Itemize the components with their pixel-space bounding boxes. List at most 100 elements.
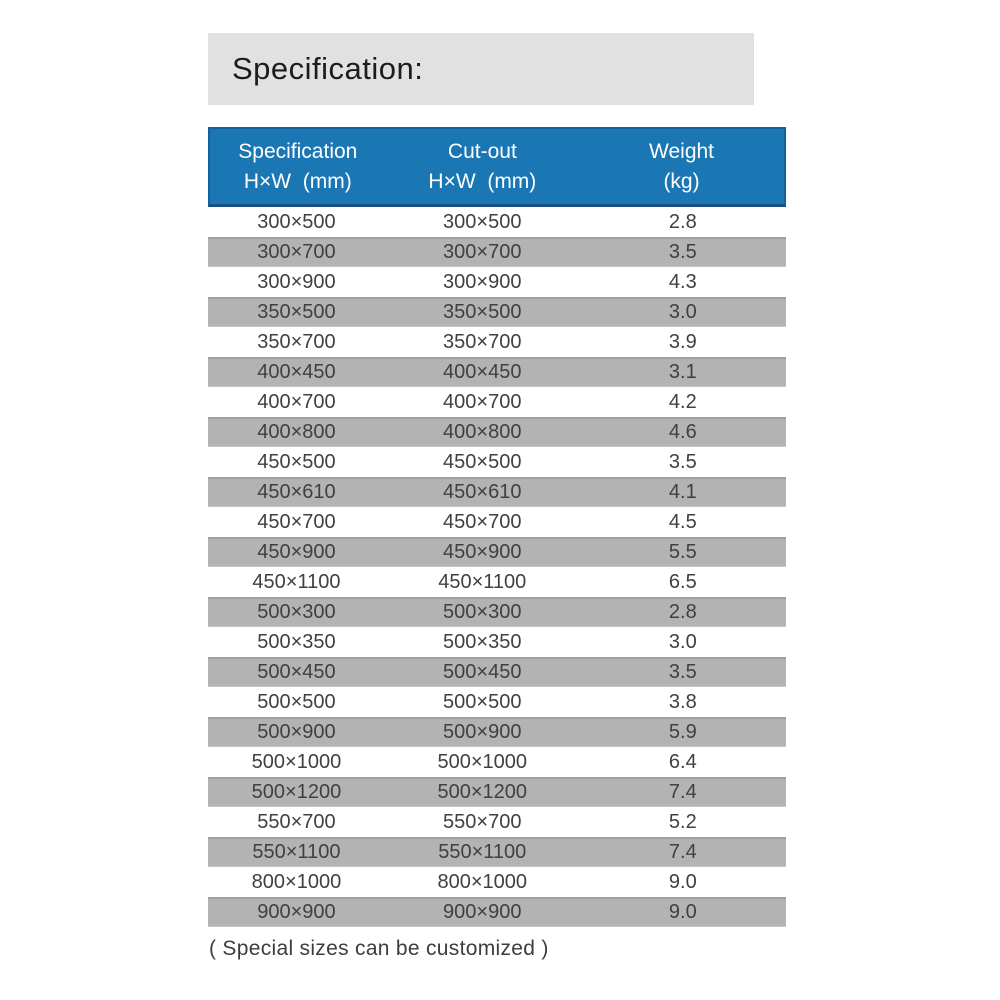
cell-spec: 300×700 [257, 240, 336, 263]
table-row: 350×500 350×500 3.0 [208, 297, 786, 327]
col-header-weight-line2: (kg) [663, 169, 700, 193]
cell-cutout: 900×900 [443, 900, 522, 923]
col-header-specification-line2: H×W (mm) [243, 169, 352, 193]
col-header-cutout: Cut-out H×W (mm) [386, 129, 579, 204]
cell-spec: 500×1200 [251, 780, 342, 803]
cell-cutout: 450×500 [443, 450, 522, 473]
cell-weight: 9.0 [668, 900, 697, 923]
col-header-cutout-line1: Cut-out [447, 139, 517, 163]
cell-cutout: 800×1000 [437, 870, 528, 893]
cell-cutout: 300×900 [443, 270, 522, 293]
cell-cutout: 300×700 [443, 240, 522, 263]
cell-spec: 300×500 [257, 210, 336, 233]
table-row: 800×1000 800×1000 9.0 [208, 867, 786, 897]
cell-spec: 800×1000 [251, 870, 342, 893]
cell-weight: 3.9 [668, 330, 697, 353]
table-body: 300×500 300×500 2.8 300×700 300×700 3.5 300×90… [208, 207, 786, 927]
col-header-specification-line1: Specification [238, 139, 358, 163]
cell-weight: 3.5 [668, 450, 697, 473]
table-row: 500×450 500×450 3.5 [208, 657, 786, 687]
cell-spec: 450×500 [257, 450, 336, 473]
cell-cutout: 500×500 [443, 690, 522, 713]
cell-cutout: 500×1200 [437, 780, 528, 803]
cell-spec: 450×900 [257, 540, 336, 563]
cell-cutout: 550×1100 [438, 840, 527, 863]
col-header-cutout-line2: H×W (mm) [428, 169, 537, 193]
table-row: 300×900 300×900 4.3 [208, 267, 786, 297]
cell-weight: 5.5 [668, 540, 697, 563]
cell-cutout: 550×700 [443, 810, 522, 833]
cell-weight: 3.0 [668, 630, 697, 653]
cell-cutout: 400×450 [443, 360, 522, 383]
cell-weight: 4.6 [668, 420, 697, 443]
table-row: 400×450 400×450 3.1 [208, 357, 786, 387]
cell-weight: 2.8 [668, 600, 697, 623]
table-row: 500×350 500×350 3.0 [208, 627, 786, 657]
cell-weight: 4.1 [668, 480, 697, 503]
cell-cutout: 350×500 [443, 300, 522, 323]
cell-spec: 500×450 [257, 660, 336, 683]
cell-cutout: 500×1000 [437, 750, 528, 773]
cell-spec: 400×700 [257, 390, 336, 413]
table-row: 550×700 550×700 5.2 [208, 807, 786, 837]
cell-spec: 550×1100 [252, 840, 341, 863]
title-bar: Specification: [208, 33, 754, 105]
cell-cutout: 400×700 [443, 390, 522, 413]
cell-spec: 450×1100 [252, 570, 341, 593]
table-row: 300×700 300×700 3.5 [208, 237, 786, 267]
cell-cutout: 500×350 [443, 630, 522, 653]
cell-weight: 4.3 [668, 270, 697, 293]
cell-weight: 3.5 [668, 660, 697, 683]
cell-weight: 9.0 [668, 870, 697, 893]
cell-weight: 4.5 [668, 510, 697, 533]
page-title: Specification: [232, 51, 424, 86]
table-row: 550×1100 550×1100 7.4 [208, 837, 786, 867]
cell-spec: 550×700 [257, 810, 336, 833]
cell-cutout: 450×900 [443, 540, 522, 563]
cell-spec: 350×500 [257, 300, 336, 323]
cell-spec: 500×500 [257, 690, 336, 713]
cell-spec: 500×1000 [251, 750, 342, 773]
cell-cutout: 300×500 [443, 210, 522, 233]
table-row: 450×610 450×610 4.1 [208, 477, 786, 507]
cell-weight: 4.2 [668, 390, 697, 413]
cell-weight: 7.4 [668, 840, 697, 863]
cell-cutout: 450×700 [443, 510, 522, 533]
cell-weight: 5.9 [668, 720, 697, 743]
spec-table: Specification H×W (mm) Cut-out H×W (mm) … [208, 127, 786, 927]
col-header-weight-line1: Weight [649, 139, 715, 163]
table-row: 400×800 400×800 4.6 [208, 417, 786, 447]
cell-spec: 400×450 [257, 360, 336, 383]
col-header-weight: Weight (kg) [579, 129, 784, 204]
col-header-specification: Specification H×W (mm) [210, 129, 386, 204]
cell-weight: 2.8 [668, 210, 697, 233]
cell-cutout: 500×450 [443, 660, 522, 683]
table-row: 400×700 400×700 4.2 [208, 387, 786, 417]
cell-cutout: 350×700 [443, 330, 522, 353]
cell-weight: 6.4 [668, 750, 697, 773]
footnote: ( Special sizes can be customized ) [209, 937, 549, 960]
table-row: 450×1100 450×1100 6.5 [208, 567, 786, 597]
table-row: 450×700 450×700 4.5 [208, 507, 786, 537]
table-row: 300×500 300×500 2.8 [208, 207, 786, 237]
table-row: 500×500 500×500 3.8 [208, 687, 786, 717]
cell-weight: 3.5 [668, 240, 697, 263]
cell-weight: 6.5 [668, 570, 697, 593]
cell-cutout: 500×900 [443, 720, 522, 743]
cell-spec: 350×700 [257, 330, 336, 353]
table-row: 900×900 900×900 9.0 [208, 897, 786, 927]
cell-weight: 3.8 [668, 690, 697, 713]
table-row: 500×300 500×300 2.8 [208, 597, 786, 627]
cell-weight: 5.2 [668, 810, 697, 833]
cell-spec: 500×900 [257, 720, 336, 743]
cell-spec: 400×800 [257, 420, 336, 443]
cell-spec: 450×610 [257, 480, 336, 503]
cell-cutout: 400×800 [443, 420, 522, 443]
cell-weight: 3.0 [668, 300, 697, 323]
table-header: Specification H×W (mm) Cut-out H×W (mm) … [208, 127, 786, 207]
table-row: 350×700 350×700 3.9 [208, 327, 786, 357]
cell-weight: 3.1 [668, 360, 697, 383]
cell-cutout: 500×300 [443, 600, 522, 623]
cell-spec: 450×700 [257, 510, 336, 533]
